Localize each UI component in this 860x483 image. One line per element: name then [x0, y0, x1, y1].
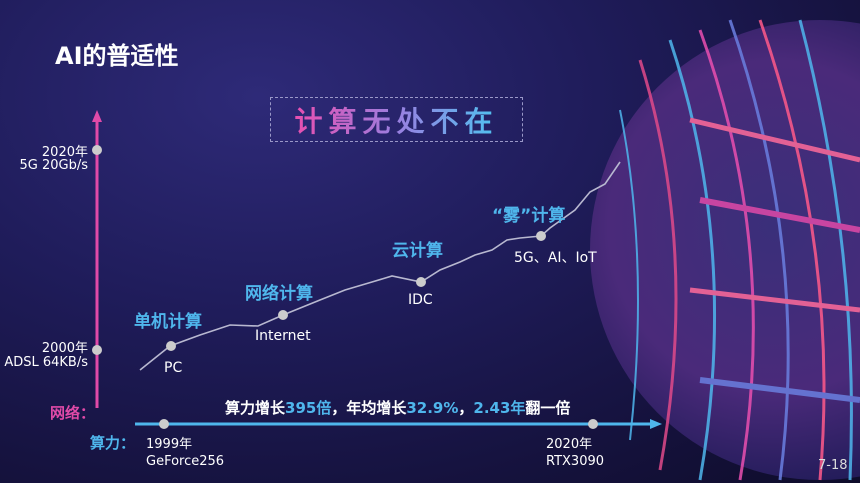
- stage-label: 网络计算: [245, 284, 313, 304]
- network-top-desc: 5G 20Gb/s: [19, 158, 89, 173]
- page-title: AI的普适性: [55, 42, 179, 70]
- dot-5g: [536, 231, 546, 241]
- network-bottom-desc: ADSL 64KB/s: [4, 355, 88, 370]
- growth-summary: 算力增长395倍，年均增长32.9%，2.43年翻一倍: [225, 397, 570, 418]
- network-bottom-year: 2000年: [41, 341, 88, 356]
- milestone-label: Internet: [255, 328, 311, 344]
- banner-text: 计算无处不在: [294, 100, 498, 140]
- stage-label: 云计算: [392, 241, 443, 261]
- summary-value: 395倍: [285, 399, 332, 417]
- stage-label: “雾”计算: [492, 206, 566, 226]
- compute-axis-arrowhead: [650, 419, 662, 429]
- network-top-year: 2020年: [41, 145, 88, 160]
- summary-value: 2.43年: [473, 399, 526, 417]
- compute-axis-dot-1999: [159, 419, 169, 429]
- network-axis-arrowhead: [92, 110, 102, 122]
- compute-end-year: 2020年: [546, 437, 593, 452]
- summary-text: 翻一倍: [525, 399, 571, 417]
- summary-text: ，年均增长: [331, 399, 407, 417]
- summary-text: ，: [458, 399, 474, 417]
- compute-axis-dot-2020: [588, 419, 598, 429]
- compute-start: 1999年 GeForce256: [146, 436, 224, 470]
- network-axis-dot-2020: [92, 145, 102, 155]
- growth-curve: [139, 161, 621, 371]
- globe-streaks: [619, 19, 860, 481]
- dot-idc: [416, 277, 426, 287]
- summary-value: 32.9%: [406, 399, 459, 417]
- banner: 计算无处不在: [270, 97, 523, 142]
- dot-pc: [166, 341, 176, 351]
- summary-text: 算力增长: [225, 399, 286, 417]
- milestone-label: PC: [164, 360, 183, 376]
- milestone-label: IDC: [408, 292, 433, 308]
- compute-axis-label: 算力：: [90, 434, 136, 452]
- network-axis-label: 网络：: [50, 404, 96, 422]
- compute-end-desc: RTX3090: [546, 454, 605, 469]
- stage-label: 单机计算: [134, 312, 202, 332]
- network-axis-dot-2000: [92, 345, 102, 355]
- dot-internet: [278, 310, 288, 320]
- milestone-label: 5G、AI、IoT: [514, 250, 597, 266]
- compute-end: 2020年 RTX3090: [546, 436, 604, 470]
- globe: [590, 20, 860, 480]
- compute-start-year: 1999年: [146, 437, 193, 452]
- page-number: 7-18: [818, 458, 848, 473]
- compute-start-desc: GeForce256: [146, 454, 225, 469]
